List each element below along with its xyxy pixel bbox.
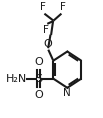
Text: H₂N: H₂N	[6, 74, 27, 84]
Text: F: F	[60, 2, 66, 12]
Text: F: F	[43, 25, 49, 35]
Text: O: O	[34, 57, 43, 67]
Text: S: S	[35, 74, 42, 84]
Text: O: O	[44, 39, 52, 49]
Text: O: O	[34, 90, 43, 100]
Text: N: N	[63, 88, 71, 98]
Text: F: F	[40, 2, 46, 12]
